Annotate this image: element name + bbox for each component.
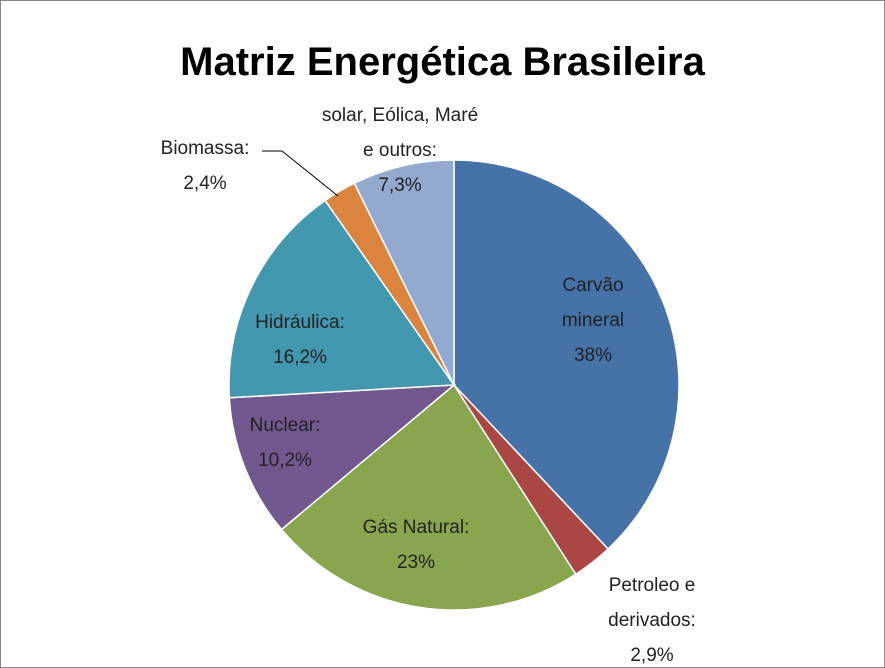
slice-label: Hidráulica: 16,2%: [235, 305, 365, 375]
slices: [228, 159, 680, 611]
value-label: 2,9%: [630, 645, 674, 666]
category-label: Carvão mineral: [561, 275, 625, 331]
chart-title: Matriz Energética Brasileira: [180, 40, 705, 84]
category-label: Biomassa:: [160, 138, 250, 159]
category-label: Gás Natural:: [362, 517, 470, 538]
slice-label: Biomassa: 2,4%: [150, 131, 260, 201]
pie-slice: [353, 159, 455, 386]
value-label: 10,2%: [258, 450, 312, 471]
pie-slice: [228, 384, 457, 531]
slice-label: solar, Eólica, Maré e outros: 7,3%: [315, 98, 485, 203]
slice-label: Carvão mineral 38%: [538, 268, 648, 373]
leader-line: [262, 150, 339, 197]
pie-slice: [280, 383, 577, 611]
category-label: Petroleo e derivados:: [608, 575, 696, 631]
slice-label: Gás Natural: 23%: [336, 510, 496, 580]
value-label: 16,2%: [273, 347, 327, 368]
value-label: 23%: [396, 552, 436, 573]
slice-label: Petroleo e derivados: 2,9%: [587, 568, 717, 668]
category-label: Hidráulica:: [255, 312, 345, 333]
category-label: solar, Eólica, Maré e outros:: [321, 105, 479, 161]
pie-slice: [453, 159, 680, 551]
value-label: 2,4%: [183, 173, 227, 194]
pie-slice: [228, 199, 456, 399]
value-label: 38%: [573, 345, 613, 366]
slice-label: Nuclear: 10,2%: [230, 408, 340, 478]
category-label: Nuclear:: [249, 415, 321, 436]
value-label: 7,3%: [378, 175, 422, 196]
